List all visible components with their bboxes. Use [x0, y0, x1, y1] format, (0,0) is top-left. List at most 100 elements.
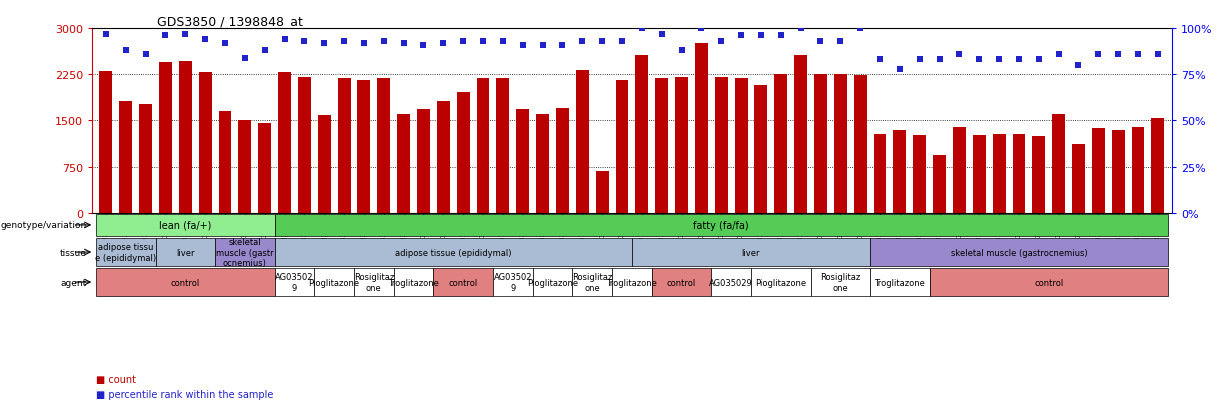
Point — [413, 42, 433, 49]
Point — [632, 26, 652, 32]
Point — [850, 26, 870, 32]
Text: Pioglitazone: Pioglitazone — [309, 278, 360, 287]
Text: Troglitazone: Troglitazone — [606, 278, 658, 287]
Point — [394, 40, 413, 47]
Bar — [398, 114, 410, 213]
Point — [374, 38, 394, 45]
Bar — [834, 74, 847, 213]
Bar — [1012, 135, 1026, 213]
Point — [294, 38, 314, 45]
Bar — [1072, 145, 1085, 213]
Bar — [655, 79, 669, 213]
Text: adipose tissu
e (epididymal): adipose tissu e (epididymal) — [96, 243, 156, 262]
Bar — [378, 79, 390, 213]
Point — [989, 57, 1009, 64]
Text: liver: liver — [175, 248, 195, 257]
Point — [1088, 51, 1108, 58]
Bar — [794, 56, 807, 213]
Point — [790, 26, 810, 32]
Bar — [533, 268, 572, 296]
Bar — [811, 268, 870, 296]
Point — [1128, 51, 1147, 58]
Point — [552, 42, 572, 49]
Point — [314, 40, 334, 47]
Point — [453, 38, 472, 45]
Point — [712, 38, 731, 45]
Bar — [774, 75, 788, 213]
Bar — [179, 62, 191, 213]
Point — [1108, 51, 1128, 58]
Point — [493, 38, 513, 45]
Bar — [854, 76, 866, 213]
Text: Rosiglitaz
one: Rosiglitaz one — [572, 273, 612, 292]
Bar — [870, 268, 930, 296]
Text: agent: agent — [60, 278, 87, 287]
Bar — [215, 239, 275, 266]
Bar — [1032, 136, 1045, 213]
Bar — [517, 110, 529, 213]
Bar — [1131, 128, 1145, 213]
Bar — [417, 110, 429, 213]
Bar — [814, 74, 827, 213]
Point — [433, 40, 453, 47]
Bar — [275, 214, 1168, 237]
Point — [593, 38, 612, 45]
Bar — [156, 239, 215, 266]
Point — [671, 48, 691, 55]
Bar — [870, 239, 1168, 266]
Point — [930, 57, 950, 64]
Point — [474, 38, 493, 45]
Text: AG03502
9: AG03502 9 — [493, 273, 533, 292]
Bar — [437, 102, 450, 213]
Bar — [1053, 115, 1065, 213]
Point — [355, 40, 374, 47]
Point — [910, 57, 930, 64]
Text: skeletal
muscle (gastr
ocnemius): skeletal muscle (gastr ocnemius) — [216, 237, 274, 267]
Bar — [612, 268, 652, 296]
Point — [1148, 51, 1168, 58]
Point — [1009, 57, 1028, 64]
Bar — [536, 115, 548, 213]
Point — [513, 42, 533, 49]
Bar — [357, 81, 371, 213]
Bar — [572, 268, 612, 296]
Point — [115, 48, 135, 55]
Point — [275, 37, 294, 43]
Point — [175, 31, 195, 38]
Bar — [96, 239, 156, 266]
Text: fatty (fa/fa): fatty (fa/fa) — [693, 221, 748, 230]
Point — [1029, 57, 1049, 64]
Point — [215, 40, 234, 47]
Bar — [930, 268, 1168, 296]
Point — [612, 38, 632, 45]
Point — [96, 31, 115, 38]
Bar — [973, 136, 985, 213]
Point — [136, 51, 156, 58]
Bar — [279, 73, 291, 213]
Point — [156, 33, 175, 40]
Bar — [1092, 128, 1104, 213]
Bar — [632, 239, 870, 266]
Point — [334, 38, 353, 45]
Bar — [96, 214, 275, 237]
Bar — [394, 268, 433, 296]
Point — [811, 38, 831, 45]
Point — [195, 37, 215, 43]
Text: Troglitazone: Troglitazone — [875, 278, 925, 287]
Point — [771, 33, 790, 40]
Text: control: control — [1034, 278, 1064, 287]
Bar — [119, 102, 133, 213]
Point — [573, 38, 593, 45]
Bar — [712, 268, 751, 296]
Point — [1069, 62, 1088, 69]
Bar — [616, 81, 628, 213]
Text: Troglitazone: Troglitazone — [388, 278, 439, 287]
Text: lean (fa/+): lean (fa/+) — [160, 221, 211, 230]
Bar — [636, 56, 648, 213]
Bar — [258, 123, 271, 213]
Text: AG035029: AG035029 — [709, 278, 753, 287]
Point — [692, 26, 712, 32]
Bar — [497, 79, 509, 213]
Bar — [874, 135, 886, 213]
Bar — [751, 268, 811, 296]
